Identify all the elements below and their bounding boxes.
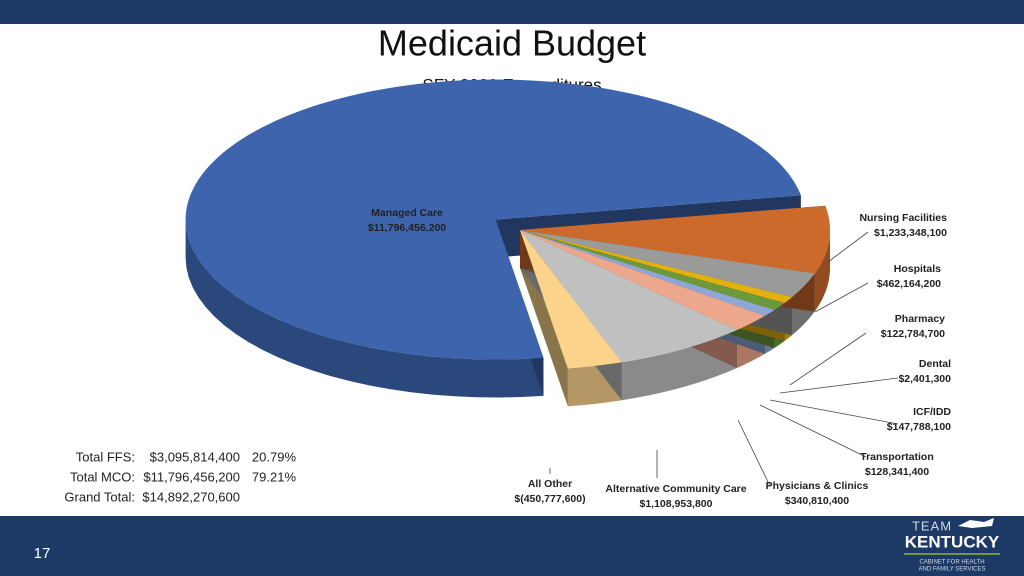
summary-label: Total MCO: <box>70 469 135 484</box>
data-label-name: Managed Care <box>371 207 443 219</box>
logo-text: TEAM <box>912 518 952 533</box>
logo-text: CABINET FOR HEALTH <box>919 560 984 566</box>
logo-state <box>958 518 994 528</box>
chart-title: Medicaid Budget <box>378 23 646 64</box>
summary-label: Total FFS: <box>76 449 135 464</box>
data-label-name: Nursing Facilities <box>859 212 947 224</box>
data-label-name: Transportation <box>860 451 934 463</box>
summary-percent: 20.79% <box>252 449 297 464</box>
leader-line <box>814 282 869 313</box>
leader-line <box>759 404 867 458</box>
slice <box>520 230 765 330</box>
data-label-value: $(450,777,600) <box>514 493 585 505</box>
page-number: 17 <box>34 545 51 562</box>
data-label-name: Physicians & Clinics <box>766 480 869 492</box>
slice <box>520 230 738 363</box>
data-label-value: $1,233,348,100 <box>874 227 947 239</box>
data-label-name: Alternative Community Care <box>605 483 746 495</box>
slice <box>520 230 793 304</box>
summary-amount: $14,892,270,600 <box>142 489 240 504</box>
data-label-value: $11,796,456,200 <box>368 222 446 234</box>
leader-line <box>737 419 771 487</box>
summary-amount: $3,095,814,400 <box>150 449 240 464</box>
data-label-value: $1,108,953,800 <box>640 498 713 510</box>
logo-text: KENTUCKY <box>905 532 1000 551</box>
slice <box>520 230 785 311</box>
data-label-value: $128,341,400 <box>865 466 929 478</box>
leader-line <box>769 399 899 425</box>
top-bar <box>0 0 1024 24</box>
data-label-value: $462,164,200 <box>877 278 941 290</box>
data-label-name: ICF/IDD <box>913 406 951 418</box>
data-label-name: Hospitals <box>894 263 941 275</box>
data-label-name: Dental <box>919 358 951 370</box>
data-label-name: Pharmacy <box>895 313 945 325</box>
slice-side <box>814 230 830 312</box>
slice-side <box>185 219 544 398</box>
slice <box>520 205 830 274</box>
data-label-value: $122,784,700 <box>881 328 945 340</box>
data-label-name: All Other <box>528 478 572 490</box>
bottom-bar <box>0 516 1024 576</box>
slice <box>520 230 815 298</box>
summary-percent: 79.21% <box>252 469 297 484</box>
data-label-value: $147,788,100 <box>887 421 951 433</box>
leader-line <box>789 332 867 386</box>
slice <box>520 230 622 369</box>
slice <box>520 230 775 316</box>
summary-label: Grand Total: <box>64 489 135 504</box>
pie <box>185 79 830 407</box>
slice <box>520 230 785 304</box>
leader-line <box>827 231 869 263</box>
data-label-value: $2,401,300 <box>898 373 951 385</box>
labels: Nursing Facilities $1,233,348,100 Hospital… <box>368 207 952 510</box>
data-label-value: $340,810,400 <box>785 495 849 507</box>
slice <box>185 79 801 360</box>
logo-text: AND FAMILY SERVICES <box>918 567 985 573</box>
leader-line <box>779 377 899 394</box>
summary-amount: $11,796,456,200 <box>143 469 240 484</box>
